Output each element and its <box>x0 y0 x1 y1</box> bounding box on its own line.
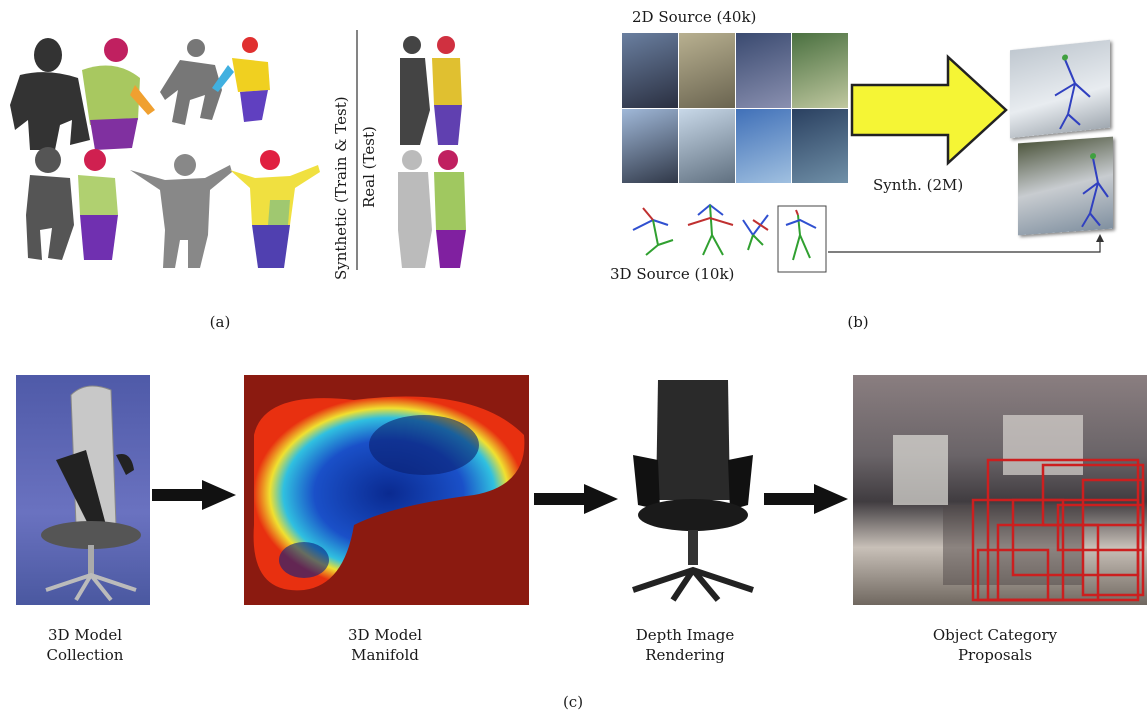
stage-caption-1-line2: Collection <box>46 646 124 664</box>
label-real-test: Real (Test) <box>360 126 378 208</box>
stage-caption-2: 3D Model Manifold <box>320 625 450 665</box>
caption-b: (b) <box>847 313 869 331</box>
real-depth-1 <box>400 36 430 145</box>
bodypart-figure-3 <box>78 149 118 260</box>
photo-tile <box>792 108 848 183</box>
image-grid-2d-source <box>622 33 848 183</box>
stage-caption-3-line1: Depth Image <box>635 626 735 644</box>
skeleton-4-boxed <box>777 205 827 273</box>
stage-2-manifold-heatmap <box>244 375 529 605</box>
photo-tile <box>792 33 848 108</box>
stage-3-depth-rendering <box>618 375 758 605</box>
synth-image-1 <box>1010 39 1110 139</box>
depth-chair-graphic <box>632 380 754 602</box>
depth-silhouette-3 <box>26 147 74 260</box>
skeleton-2 <box>687 203 734 256</box>
stage-caption-4: Object Category Proposals <box>920 625 1070 665</box>
photo-tile <box>735 33 792 108</box>
stage-1-chair-model <box>16 375 150 605</box>
panel-a-figures <box>10 30 466 270</box>
caption-a: (a) <box>209 313 231 331</box>
flow-arrow-3 <box>764 484 848 514</box>
real-bodypart-2 <box>434 150 466 268</box>
flow-arrow-1 <box>152 480 236 510</box>
photo-tile <box>622 33 678 108</box>
stage-caption-1-line1: 3D Model <box>47 626 122 644</box>
stage-4-proposals-photo <box>853 375 1147 605</box>
stage-caption-3: Depth Image Rendering <box>620 625 750 665</box>
flow-arrow-2 <box>534 484 618 514</box>
proposal-boxes <box>893 415 1145 602</box>
depth-silhouette-4 <box>130 154 232 268</box>
label-3d-source: 3D Source (10k) <box>610 265 735 283</box>
skeleton-1 <box>632 207 674 256</box>
chair-3d-model-graphic <box>41 385 141 602</box>
label-synthetic-train-test: Synthetic (Train & Test) <box>332 96 350 280</box>
label-2d-source: 2D Source (40k) <box>632 8 757 26</box>
bodypart-figure-2 <box>212 37 270 122</box>
skeleton-3 <box>742 214 769 251</box>
big-yellow-arrow <box>850 54 1008 166</box>
panel-a: Synthetic (Train & Test) Real (Test) <box>0 0 470 300</box>
photo-tile <box>622 108 678 183</box>
photo-tile <box>678 108 735 183</box>
depth-silhouette-1 <box>10 38 90 150</box>
stage-caption-3-line2: Rendering <box>645 646 725 664</box>
stage-caption-1: 3D Model Collection <box>20 625 150 665</box>
photo-tile <box>735 108 792 183</box>
skeletons-3d-source <box>632 203 827 273</box>
depth-silhouette-2 <box>160 39 222 125</box>
bodypart-figure-4 <box>230 150 320 268</box>
stage-caption-4-line1: Object Category <box>932 626 1058 644</box>
manifold-heatmap-graphic <box>253 396 525 591</box>
bodypart-figure-1 <box>82 38 155 150</box>
synth-image-2 <box>1018 136 1113 236</box>
real-depth-2 <box>398 150 432 268</box>
connector-arrow-3d-to-synth <box>828 234 1104 253</box>
stage-caption-2-line2: Manifold <box>351 646 419 664</box>
photo-tile <box>678 33 735 108</box>
stage-caption-2-line1: 3D Model <box>347 626 422 644</box>
stage-caption-4-line2: Proposals <box>957 646 1033 664</box>
label-synth: Synth. (2M) <box>873 176 964 194</box>
real-bodypart-1 <box>432 36 462 145</box>
caption-c: (c) <box>562 693 584 711</box>
